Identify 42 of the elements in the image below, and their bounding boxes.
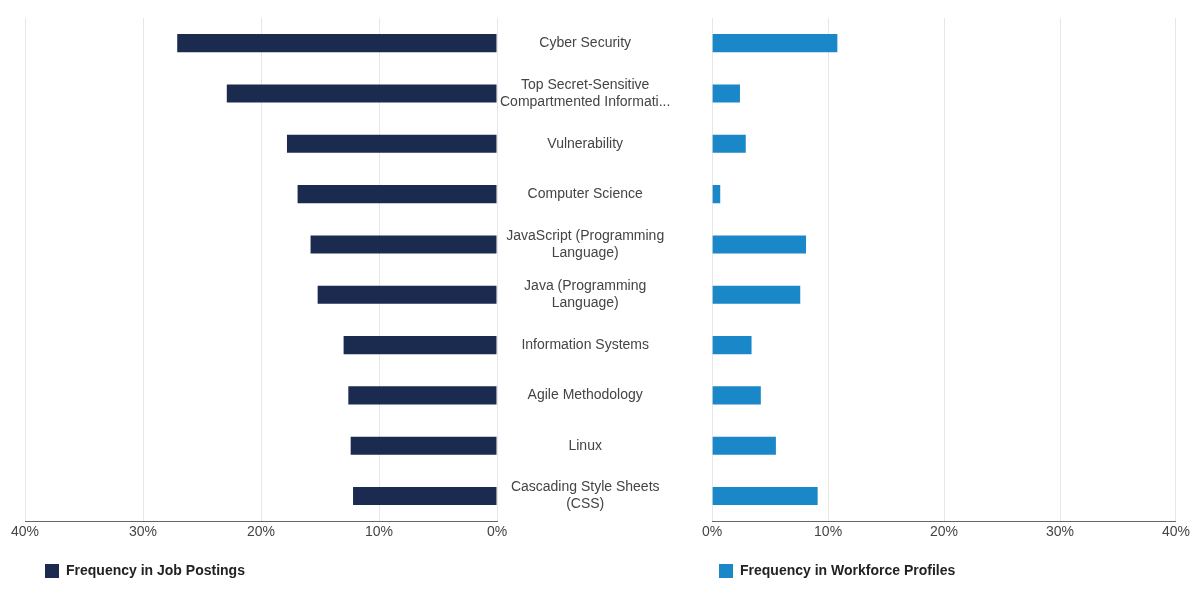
y-tick-label: Agile Methodology <box>527 386 643 403</box>
x-tick-label: 40% <box>1161 523 1191 540</box>
y-tick-label: Linux <box>568 436 602 453</box>
bar <box>350 436 497 455</box>
bar <box>343 336 497 355</box>
y-tick-label: Top Secret-Sensitive Compartmented Informati... <box>500 75 671 109</box>
legend-label: Frequency in Job Postings <box>66 561 246 578</box>
bar <box>348 386 497 405</box>
bar <box>712 436 776 455</box>
bar <box>353 486 497 506</box>
bar <box>712 235 807 254</box>
bar <box>712 386 761 405</box>
bar <box>712 285 801 304</box>
y-tick-label: Vulnerability <box>547 134 624 151</box>
bar <box>226 84 497 103</box>
x-tick-label: 30% <box>128 523 158 540</box>
x-tick-label: 10% <box>814 523 843 540</box>
bar <box>712 34 838 53</box>
bar <box>712 185 721 204</box>
x-tick-label: 0% <box>486 523 508 540</box>
x-tick-label: 20% <box>246 523 276 540</box>
y-tick-label: Information Systems <box>521 335 649 352</box>
bar <box>712 134 746 153</box>
x-tick-label: 0% <box>702 523 723 540</box>
legend-label: Frequency in Workforce Profiles <box>740 561 956 578</box>
y-tick-label: Cascading Style Sheets (CSS) <box>510 478 660 512</box>
x-tick-label: 20% <box>930 523 959 540</box>
bar <box>286 134 497 153</box>
bar <box>317 285 497 304</box>
bar <box>712 84 740 103</box>
bar <box>177 34 497 53</box>
y-tick-label: Java (Programming Language) <box>524 277 647 311</box>
x-tick-label: 10% <box>364 523 394 540</box>
y-tick-label: Computer Science <box>527 184 643 201</box>
bar <box>712 336 752 355</box>
y-tick-label: Cyber Security <box>539 34 632 51</box>
bar <box>310 235 497 254</box>
x-tick-label: 40% <box>10 523 40 540</box>
bar <box>712 486 818 506</box>
y-tick-label: JavaScript (Programming Language) <box>506 226 665 260</box>
bar <box>297 185 497 204</box>
x-tick-label: 30% <box>1046 523 1075 540</box>
